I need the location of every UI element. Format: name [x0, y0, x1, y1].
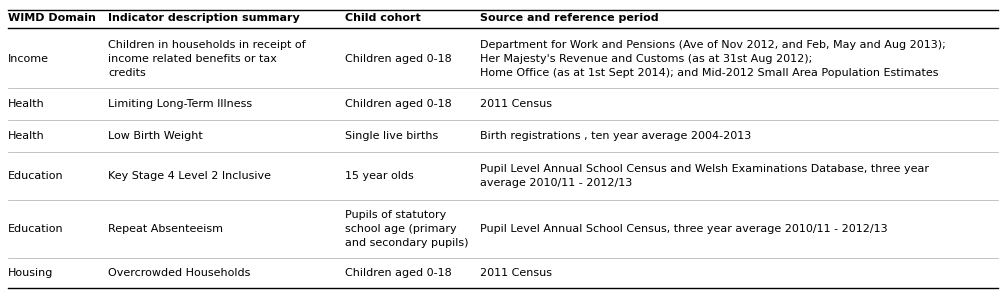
Text: Children aged 0-18: Children aged 0-18 — [345, 99, 452, 109]
Text: Limiting Long-Term Illness: Limiting Long-Term Illness — [108, 99, 253, 109]
Text: Income: Income — [8, 54, 49, 64]
Text: Overcrowded Households: Overcrowded Households — [108, 268, 250, 278]
Text: Housing: Housing — [8, 268, 53, 278]
Text: 2011 Census: 2011 Census — [480, 99, 552, 109]
Text: Education: Education — [8, 171, 63, 181]
Text: 2011 Census: 2011 Census — [480, 268, 552, 278]
Text: Key Stage 4 Level 2 Inclusive: Key Stage 4 Level 2 Inclusive — [108, 171, 271, 181]
Text: Single live births: Single live births — [345, 131, 439, 141]
Text: Health: Health — [8, 131, 44, 141]
Text: Child cohort: Child cohort — [345, 13, 421, 23]
Text: Low Birth Weight: Low Birth Weight — [108, 131, 203, 141]
Text: Pupils of statutory
school age (primary
and secondary pupils): Pupils of statutory school age (primary … — [345, 210, 469, 248]
Text: Indicator description summary: Indicator description summary — [108, 13, 300, 23]
Text: Source and reference period: Source and reference period — [480, 13, 659, 23]
Text: Children aged 0-18: Children aged 0-18 — [345, 54, 452, 64]
Text: 15 year olds: 15 year olds — [345, 171, 413, 181]
Text: Pupil Level Annual School Census and Welsh Examinations Database, three year
ave: Pupil Level Annual School Census and Wel… — [480, 164, 929, 188]
Text: Health: Health — [8, 99, 44, 109]
Text: Education: Education — [8, 224, 63, 234]
Text: Children aged 0-18: Children aged 0-18 — [345, 268, 452, 278]
Text: Department for Work and Pensions (Ave of Nov 2012, and Feb, May and Aug 2013);
H: Department for Work and Pensions (Ave of… — [480, 40, 946, 78]
Text: Children in households in receipt of
income related benefits or tax
credits: Children in households in receipt of inc… — [108, 40, 306, 78]
Text: Repeat Absenteeism: Repeat Absenteeism — [108, 224, 223, 234]
Text: Pupil Level Annual School Census, three year average 2010/11 - 2012/13: Pupil Level Annual School Census, three … — [480, 224, 887, 234]
Text: WIMD Domain: WIMD Domain — [8, 13, 96, 23]
Text: Birth registrations , ten year average 2004-2013: Birth registrations , ten year average 2… — [480, 131, 751, 141]
